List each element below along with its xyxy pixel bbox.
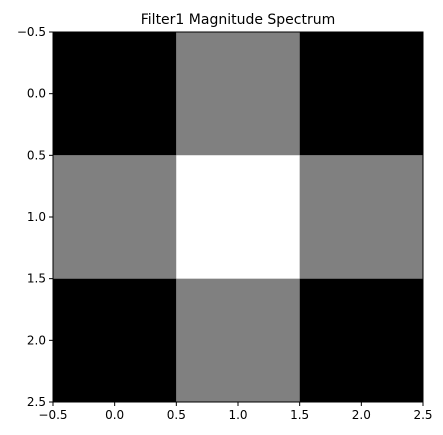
heatmap-cell — [53, 278, 177, 402]
heatmap-cell — [176, 155, 300, 279]
heatmap-cell — [53, 155, 177, 279]
y-tick-label: 0.5 — [27, 148, 46, 162]
x-tick-label: 0.5 — [167, 408, 186, 422]
x-tick-label: 2.5 — [413, 408, 432, 422]
heatmap-cell — [299, 32, 423, 156]
y-tick-label: 1.0 — [27, 210, 46, 224]
heatmap-cell — [299, 278, 423, 402]
heatmap-cell — [299, 155, 423, 279]
y-tick-label: −0.5 — [17, 25, 46, 39]
heatmap-cell — [176, 278, 300, 402]
heatmap-cell — [53, 32, 177, 156]
y-tick-label: 2.0 — [27, 333, 46, 347]
x-axis: −0.5 0.0 0.5 1.0 1.5 2.0 2.5 — [38, 402, 433, 422]
x-tick-label: −0.5 — [38, 408, 67, 422]
x-tick-label: 1.5 — [290, 408, 309, 422]
chart-title: Filter1 Magnitude Spectrum — [141, 12, 336, 28]
x-tick-label: 1.0 — [228, 408, 247, 422]
heatmap-cell — [176, 32, 300, 156]
y-axis: −0.5 0.0 0.5 1.0 1.5 2.0 2.5 — [17, 25, 53, 409]
x-tick-label: 2.0 — [352, 408, 371, 422]
y-tick-label: 1.5 — [27, 272, 46, 286]
heatmap-cells — [53, 32, 423, 402]
y-tick-label: 2.5 — [27, 395, 46, 409]
y-tick-label: 0.0 — [27, 87, 46, 101]
x-tick-label: 0.0 — [105, 408, 124, 422]
